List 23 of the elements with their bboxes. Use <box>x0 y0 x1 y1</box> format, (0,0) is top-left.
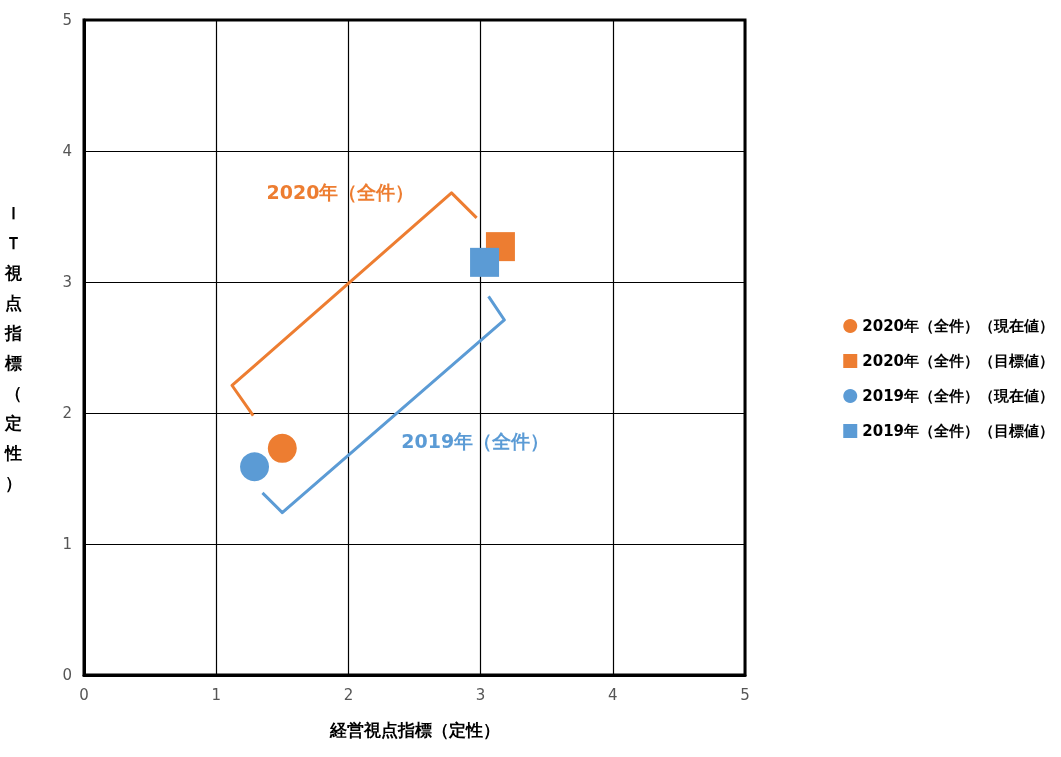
annotation: 2020年（全件） <box>266 180 415 203</box>
legend-label: 2019年（全件）（目標値） <box>862 422 1054 440</box>
x-tick-label: 5 <box>740 685 750 704</box>
point <box>240 452 270 482</box>
y-tick-label: 4 <box>62 142 72 160</box>
y-tick-label: 2 <box>62 404 72 422</box>
x-tick-label: 1 <box>211 685 221 704</box>
y-tick-label: 0 <box>62 666 72 684</box>
y-tick-label: 5 <box>62 11 72 29</box>
x-tick-label: 3 <box>475 685 486 704</box>
legend-label: 2020年（全件）（目標値） <box>862 352 1054 370</box>
annotation: 2019年（全件） <box>401 429 550 452</box>
legend-label: 2019年（全件）（現在値） <box>862 387 1054 405</box>
y-tick-label: 3 <box>62 273 72 291</box>
x-tick-label: 2 <box>343 685 354 704</box>
point <box>470 247 500 277</box>
x-axis-title: 経営視点指標（定性） <box>328 720 500 740</box>
x-tick-label: 0 <box>79 685 89 704</box>
y-tick-label: 1 <box>62 535 72 553</box>
x-tick-label: 4 <box>608 685 618 704</box>
point <box>267 433 297 463</box>
legend-label: 2020年（全件）（現在値） <box>862 317 1054 335</box>
text: ＩＴ視点指標（定性） <box>5 202 22 493</box>
